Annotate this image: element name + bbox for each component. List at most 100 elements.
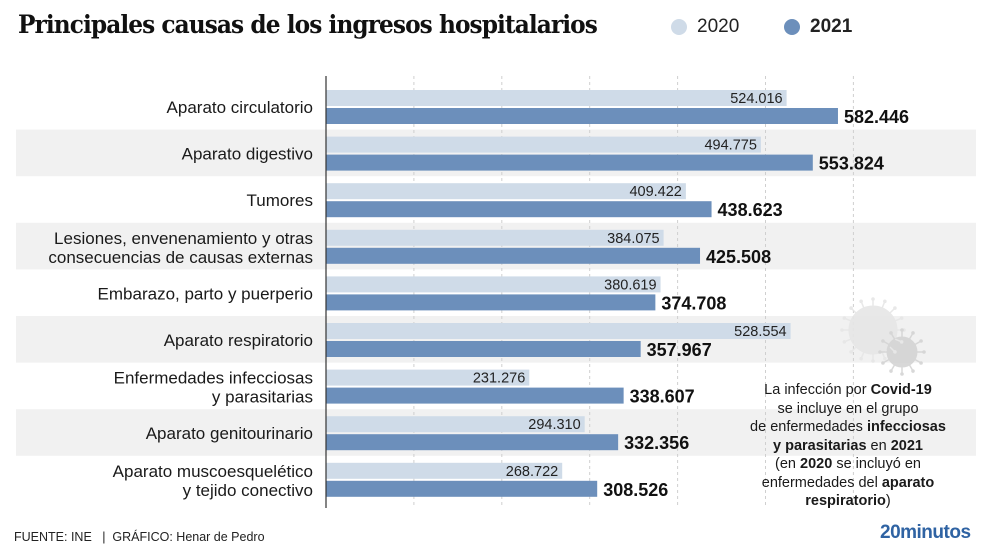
- virus-spike-tip: [889, 369, 893, 373]
- category-label: Aparato muscoesquelético: [113, 462, 313, 481]
- virus-spike-tip: [899, 340, 904, 344]
- bar-2020: [326, 462, 563, 479]
- category-label: Aparato digestivo: [182, 145, 313, 164]
- bar-2021: [326, 294, 656, 311]
- virus-spike-tip: [889, 331, 893, 335]
- note-text: se incluyó en: [832, 456, 921, 472]
- virus-spike-tip: [899, 316, 904, 320]
- legend-item-2020: 2020: [671, 16, 739, 38]
- legend-swatch-2021: [784, 19, 800, 35]
- data-label-2021: 425.508: [706, 247, 771, 267]
- virus-spike-tip: [881, 361, 885, 365]
- bar-2021: [326, 154, 813, 171]
- note-bold: y parasitarias: [773, 437, 867, 454]
- bar-2020: [326, 369, 530, 386]
- note-bold: aparato: [881, 474, 935, 491]
- data-label-2020: 268.722: [506, 464, 558, 480]
- bar-2021: [326, 434, 619, 451]
- bar-2021: [326, 201, 712, 218]
- note-text: enfermedades del: [761, 474, 882, 491]
- data-label-2021: 582.446: [844, 107, 909, 127]
- category-label: consecuencias de causas externas: [48, 248, 313, 267]
- category-label: Aparato circulatorio: [167, 98, 313, 117]
- bar-2021: [326, 480, 598, 497]
- note-text: de enfermedades: [750, 419, 867, 435]
- category-label: Aparato respiratorio: [164, 331, 313, 350]
- data-label-2021: 553.824: [819, 154, 884, 174]
- source-credit: FUENTE: INE | GRÁFICO: Henar de Pedro: [14, 530, 265, 544]
- virus-spike-tip: [842, 340, 847, 344]
- virus-spike-tip: [881, 339, 885, 343]
- virus-spike-tip: [919, 339, 923, 343]
- covid-annotation: La infección por Covid-19 se incluye en …: [738, 381, 958, 511]
- virus-spike-tip: [900, 328, 904, 332]
- virus-spike-tip: [893, 306, 897, 310]
- data-label-2020: 380.619: [604, 277, 656, 293]
- category-label: Tumores: [247, 191, 313, 210]
- chart-title: Principales causas de los ingresos hospi…: [18, 10, 598, 39]
- note-text: se incluye en el grupo: [777, 400, 919, 417]
- category-label: y parasitarias: [212, 388, 313, 407]
- virus-spike-tip: [922, 350, 926, 354]
- brand-logo: 20minutos: [880, 522, 971, 543]
- virus-spike-tip: [871, 297, 875, 301]
- virus-spike-tip: [849, 306, 853, 310]
- virus-spike-tip: [859, 299, 863, 304]
- virus-icon: [840, 297, 926, 376]
- virus-spike-tip: [911, 369, 915, 373]
- legend-item-2021: 2021: [784, 16, 852, 38]
- bar-2021: [326, 387, 624, 404]
- note-bold: infecciosas: [866, 419, 946, 435]
- bar-2020: [326, 229, 664, 246]
- bar-2020: [326, 323, 791, 339]
- category-label: Lesiones, envenenamiento y otras: [54, 229, 313, 248]
- bar-2021: [326, 247, 701, 264]
- data-label-2020: 384.075: [607, 231, 659, 247]
- note-bold: 2020: [800, 456, 833, 472]
- category-label: Embarazo, parto y puerperio: [98, 284, 313, 303]
- note-text: La infección por: [764, 382, 871, 398]
- data-label-2021: 332.356: [624, 433, 689, 453]
- bar-2021: [326, 108, 838, 124]
- virus-spike-tip: [859, 356, 863, 361]
- note-text: en: [866, 437, 891, 454]
- virus-spike-tip: [849, 350, 853, 354]
- note-bold: 2021: [890, 437, 923, 454]
- data-label-2020: 231.276: [473, 371, 525, 387]
- category-label: Aparato genitourinario: [146, 424, 313, 443]
- virus-spike-tip: [883, 356, 887, 361]
- data-label-2020: 524.016: [730, 91, 782, 107]
- bar-2020: [326, 183, 686, 200]
- virus-spike-tip: [871, 359, 875, 363]
- category-label: Enfermedades infecciosas: [114, 369, 313, 388]
- data-label-2021: 338.607: [630, 387, 695, 407]
- virus-spike-tip: [883, 299, 887, 304]
- virus-spike-tip: [840, 328, 844, 332]
- note-bold: respiratorio: [805, 493, 886, 509]
- bar-2020: [326, 90, 787, 106]
- bar-2020: [326, 136, 761, 153]
- category-label: y tejido conectivo: [183, 481, 313, 500]
- data-label-2021: 357.967: [647, 340, 712, 360]
- data-label-2020: 494.775: [704, 138, 756, 154]
- virus-spike-tip: [911, 331, 915, 335]
- data-label-2021: 438.623: [718, 200, 783, 220]
- virus-spike-tip: [842, 316, 847, 320]
- note-text: (en: [775, 456, 801, 472]
- legend-label-2021: 2021: [810, 16, 853, 37]
- legend-swatch-2020: [671, 19, 687, 35]
- data-label-2020: 528.554: [734, 324, 786, 340]
- bar-2021: [326, 341, 641, 357]
- virus-spike-tip: [878, 350, 882, 354]
- data-label-2020: 294.310: [528, 417, 580, 433]
- bar-2020: [326, 416, 585, 433]
- virus-spike-tip: [900, 372, 904, 376]
- virus-spike-tip: [919, 361, 923, 365]
- note-bold: Covid-19: [870, 382, 932, 398]
- note-text: ): [885, 493, 891, 509]
- bar-2020: [326, 276, 661, 293]
- data-label-2020: 409.422: [629, 184, 681, 200]
- legend-label-2020: 2020: [697, 16, 740, 37]
- data-label-2021: 308.526: [603, 480, 668, 500]
